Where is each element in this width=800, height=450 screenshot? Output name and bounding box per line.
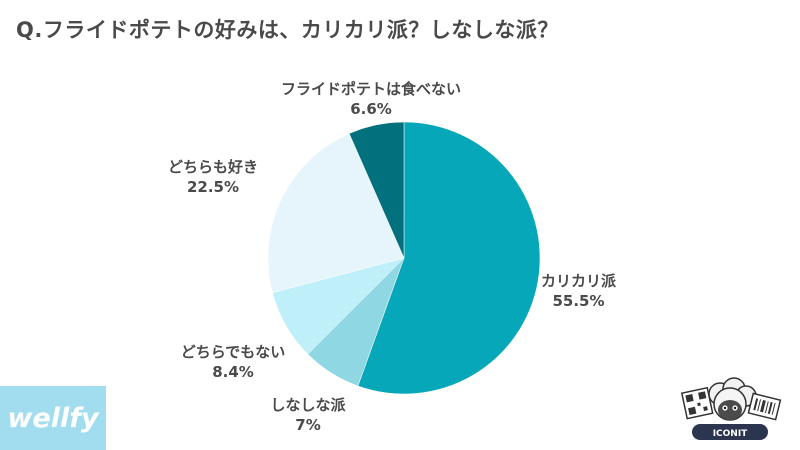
slice-label-value: 6.6%: [350, 100, 392, 118]
slice-label-karikari: カリカリ派 55.5%: [541, 271, 616, 311]
slice-label-dont-eat: フライドポテトは食べない 6.6%: [281, 79, 461, 119]
pie-slice-karikari: [357, 121, 541, 395]
sheep-mascot-icon: ICONIT: [680, 377, 782, 440]
slice-label-value: 8.4%: [212, 363, 254, 381]
slice-label-name: しなしな派: [270, 396, 346, 414]
slice-label-name: どちらでもない: [180, 343, 286, 361]
slice-label-name: フライドポテトは食べない: [280, 80, 462, 98]
mascot-logo-text: ICONIT: [713, 429, 748, 439]
slice-label-value: 55.5%: [552, 292, 605, 310]
slice-label-value: 22.5%: [186, 178, 240, 196]
slice-label-name: カリカリ派: [541, 272, 617, 290]
chart-title: Q.フライドポテトの好みは、カリカリ派？しなしな派？: [16, 18, 559, 42]
pie-slice-both: [267, 133, 405, 293]
slice-label-value: 7%: [295, 416, 321, 434]
wellfy-logo: wellfy: [0, 386, 106, 450]
wellfy-logo-text: wellfy: [7, 402, 99, 434]
slice-label-neither: どちらでもない 8.4%: [181, 342, 286, 382]
slice-label-both: どちらも好き 22.5%: [168, 157, 258, 197]
pie-slice-dont-eat: [348, 121, 405, 259]
slice-label-shinashina: しなしな派 7%: [270, 395, 345, 435]
slice-label-name: どちらも好き: [167, 158, 259, 176]
